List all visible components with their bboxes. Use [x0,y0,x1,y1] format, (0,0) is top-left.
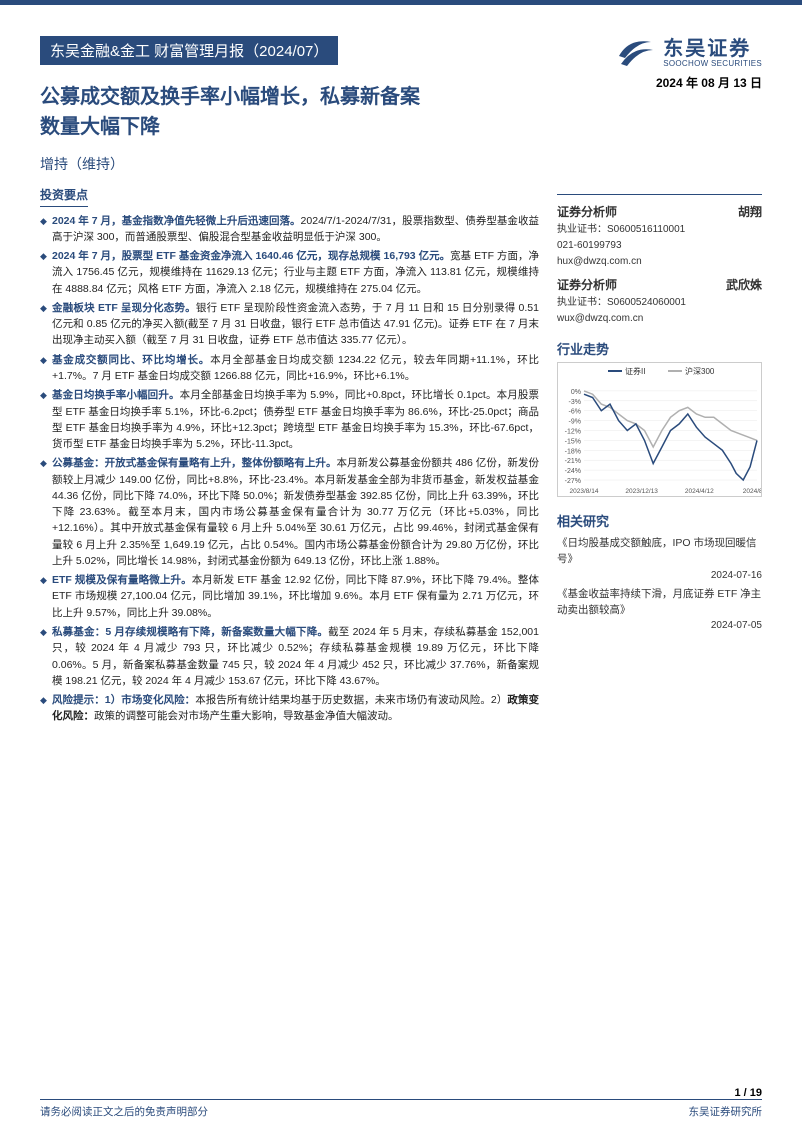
title-line1: 公募成交额及换手率小幅增长，私募新备案 [40,86,420,108]
right-column: 证券分析师 胡翔执业证书：S0600516110001021-60199793hu… [557,186,762,1093]
investment-point: 2024 年 7 月，股票型 ETF 基金资金净流入 1640.46 亿元，现存… [40,248,539,297]
related-title: 相关研究 [557,511,762,530]
analyst-header: 证券分析师 武欣姝 [557,276,762,295]
page-number: 1 / 19 [734,1087,762,1099]
top-border [0,0,802,5]
related-research-list: 《日均股基成交额触底，IPO 市场现回暖信号》 2024-07-16 《基金收益率持… [557,536,762,631]
footer-org: 东吴证券研究所 [689,1104,763,1119]
analyst-name: 胡翔 [738,203,762,222]
investment-point: 风险提示：1）市场变化风险：本报告所有统计结果均基于历史数据，未来市场仍有波动风… [40,692,539,725]
logo-en: SOOCHOW SECURITIES [663,60,762,69]
logo-cn: 东吴证券 [663,38,762,60]
point-lead: 2024 年 7 月，基金指数净值先轻微上升后迅速回落。 [52,215,301,227]
main-title: 公募成交额及换手率小幅增长，私募新备案 数量大幅下降 [40,82,537,142]
investment-point: 基金日均换手率小幅回升。本月全部基金日均换手率为 5.9%，同比+0.8pct，… [40,387,539,452]
titles: 公募成交额及换手率小幅增长，私募新备案 数量大幅下降 增持（维持） [40,76,557,174]
analyst-header: 证券分析师 胡翔 [557,203,762,222]
left-column: 投资要点 2024 年 7 月，基金指数净值先轻微上升后迅速回落。2024/7/… [40,186,539,1093]
svg-text:-24%: -24% [565,468,581,475]
analyst: 证券分析师 武欣姝执业证书：S0600524060001wux@dwzq.com.… [557,276,762,327]
svg-text:-9%: -9% [569,419,581,426]
analyst-role: 证券分析师 [557,203,617,222]
disclaimer: 请务必阅读正文之后的免责声明部分 [40,1104,208,1119]
analyst-line: 执业证书：S0600516110001 [557,222,762,238]
svg-text:0%: 0% [571,389,581,396]
related-item: 《基金收益率持续下滑，月底证券 ETF 净主动卖出额较高》 [557,587,762,619]
point-lead: 基金日均换手率小幅回升。 [52,389,180,401]
related-item: 《日均股基成交额触底，IPO 市场现回暖信号》 [557,536,762,568]
investment-point: 2024 年 7 月，基金指数净值先轻微上升后迅速回落。2024/7/1-202… [40,213,539,246]
analyst-line: 021-60199793 [557,238,762,254]
logo-text: 东吴证券 SOOCHOW SECURITIES [663,38,762,69]
svg-text:2024/8/11: 2024/8/11 [743,488,761,495]
analyst-role: 证券分析师 [557,276,617,295]
analyst-line: 执业证书：S0600524060001 [557,295,762,311]
chart-svg: 证券II 沪深300 0% -3% -6% -9% -12% -15% -18% -21% -24%… [558,363,761,496]
related-date: 2024-07-16 [557,570,762,581]
title-line2: 数量大幅下降 [40,116,160,138]
point-lead: 基金成交额同比、环比均增长。 [52,354,210,366]
svg-text:-3%: -3% [569,399,581,406]
svg-text:-12%: -12% [565,429,581,436]
svg-text:-18%: -18% [565,449,581,456]
report-tag: 东吴金融&金工 财富管理月报（2024/07） [40,36,338,65]
svg-text:沪深300: 沪深300 [685,366,715,376]
investment-point: ETF 规模及保有量略微上升。本月新发 ETF 基金 12.92 亿份，同比下降… [40,572,539,621]
investment-point: 私募基金：5 月存续规模略有下降，新备案数量大幅下降。截至 2024 年 5 月… [40,624,539,689]
footer: 请务必阅读正文之后的免责声明部分 东吴证券研究所 [40,1099,762,1119]
rating: 增持（维持） [40,154,537,174]
svg-text:2023/12/13: 2023/12/13 [625,488,658,495]
section-title: 投资要点 [40,186,88,207]
svg-text:-21%: -21% [565,459,581,466]
point-lead: 金融板块 ETF 呈现分化态势。 [52,302,196,314]
analyst-line: hux@dwzq.com.cn [557,254,762,270]
analysts-block: 证券分析师 胡翔执业证书：S0600516110001021-60199793hu… [557,203,762,327]
svg-text:-15%: -15% [565,439,581,446]
sector-title: 行业走势 [557,339,762,358]
investment-point: 公募基金：开放式基金保有量略有上升，整体份额略有上升。本月新发公募基金份额共 4… [40,455,539,569]
svg-text:证券II: 证券II [625,366,645,376]
svg-text:2024/4/12: 2024/4/12 [685,488,714,495]
report-date: 2024 年 08 月 13 日 [557,74,762,91]
point-body: 本月新发公募基金份额共 486 亿份，新发份额较上月减少 149.00 亿份，同… [52,457,539,567]
analyst: 证券分析师 胡翔执业证书：S0600516110001021-60199793hu… [557,203,762,270]
point-lead: 2024 年 7 月，股票型 ETF 基金资金净流入 1640.46 亿元，现存… [52,250,450,262]
point-lead: 公募基金：开放式基金保有量略有上升，整体份额略有上升。 [52,457,336,469]
point-lead: 私募基金：5 月存续规模略有下降，新备案数量大幅下降。 [52,626,328,638]
investment-point: 基金成交额同比、环比均增长。本月全部基金日均成交额 1234.22 亿元，较去年… [40,352,539,385]
analyst-name: 武欣姝 [726,276,762,295]
analyst-line: wux@dwzq.com.cn [557,311,762,327]
divider [557,194,762,195]
trend-chart: 证券II 沪深300 0% -3% -6% -9% -12% -15% -18% -21% -24%… [557,362,762,497]
point-lead: ETF 规模及保有量略微上升。 [52,574,192,586]
body: 投资要点 2024 年 7 月，基金指数净值先轻微上升后迅速回落。2024/7/… [40,186,762,1093]
related-date: 2024-07-05 [557,620,762,631]
svg-text:-27%: -27% [565,478,581,485]
investment-points-list: 2024 年 7 月，基金指数净值先轻微上升后迅速回落。2024/7/1-202… [40,213,539,725]
investment-point: 金融板块 ETF 呈现分化态势。银行 ETF 呈现阶段性资金流入态势，于 7 月… [40,300,539,349]
header: 东吴金融&金工 财富管理月报（2024/07） 东吴证券 SOOCHOW SEC… [40,36,762,70]
svg-text:-6%: -6% [569,409,581,416]
logo: 东吴证券 SOOCHOW SECURITIES [615,36,762,70]
svg-text:2023/8/14: 2023/8/14 [570,488,599,495]
logo-icon [615,36,655,70]
page: 东吴金融&金工 财富管理月报（2024/07） 东吴证券 SOOCHOW SEC… [0,0,802,1133]
point-lead: 风险提示：1）市场变化风险： [52,694,195,706]
header-left: 东吴金融&金工 财富管理月报（2024/07） [40,36,338,65]
